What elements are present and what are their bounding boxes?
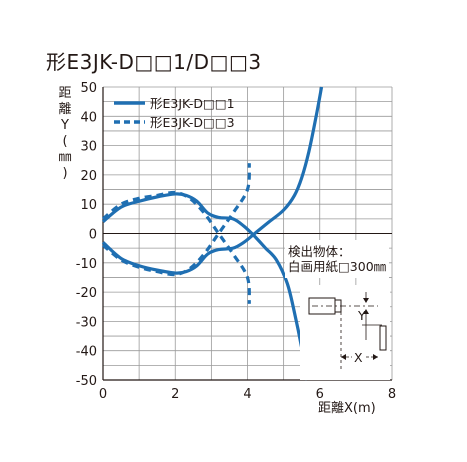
y-tick-label: 20	[80, 169, 97, 184]
legend: 形E3JK-D□□1 形E3JK-D□□3	[114, 96, 235, 130]
inset-x-label: X	[354, 350, 363, 365]
y-tick-label: -10	[76, 257, 97, 272]
inset-y-label: Y	[357, 308, 366, 323]
y-tick-label: 40	[80, 110, 97, 125]
y-axis-label-char: (	[62, 134, 68, 149]
x-axis-label: 距離X(m)	[318, 401, 376, 416]
detection-inset: 検出物体： 白画用紙□300㎜ Y X	[285, 240, 390, 380]
x-tick-label: 8	[388, 387, 396, 402]
x-tick-label: 6	[316, 387, 324, 402]
legend-label-2: 形E3JK-D□□3	[150, 115, 235, 130]
series-2-branch-lower-line	[101, 163, 251, 277]
inset-title-line1: 検出物体：	[288, 244, 351, 259]
y-axis-label-char: )	[62, 166, 68, 181]
y-tick-label: 10	[80, 198, 97, 213]
x-arrowhead-left	[341, 354, 346, 360]
series-2-branch-upper-line	[101, 190, 251, 304]
y-axis-label: 距 離 Y ( ㎜ )	[57, 86, 73, 182]
target-paper-icon	[379, 325, 387, 351]
x-arrowhead-right	[373, 354, 378, 360]
y-arrowhead-down	[363, 298, 369, 303]
y-axis-label-char: 離	[58, 102, 72, 117]
y-tick-label: -30	[76, 315, 97, 330]
y-tick-label: -40	[76, 345, 97, 360]
series-1-branch-upper-line	[101, 192, 309, 381]
y-tick-label: -50	[76, 374, 97, 389]
y-axis-label-char: Y	[61, 118, 69, 133]
y-axis-label-char: 距	[58, 86, 72, 101]
x-tick-label: 0	[99, 387, 107, 402]
y-tick-label: 30	[80, 140, 97, 155]
y-tick-label: 0	[89, 228, 97, 243]
inset-label-bg	[285, 240, 389, 278]
x-label-bg	[352, 350, 366, 364]
series-layer	[101, 86, 324, 381]
inset-title-line2: 白画用紙□300㎜	[288, 259, 387, 274]
x-tick-label: 4	[243, 387, 251, 402]
legend-label-1: 形E3JK-D□□1	[150, 96, 235, 111]
x-tick-label: 2	[171, 387, 179, 402]
y-tick-label: 50	[80, 81, 97, 96]
page-title: 形E3JK-D□□1/D□□3	[46, 50, 262, 74]
y-arrowhead-up	[363, 309, 369, 314]
y-axis-label-char: ㎜	[58, 150, 72, 165]
y-tick-label: -20	[76, 286, 97, 301]
